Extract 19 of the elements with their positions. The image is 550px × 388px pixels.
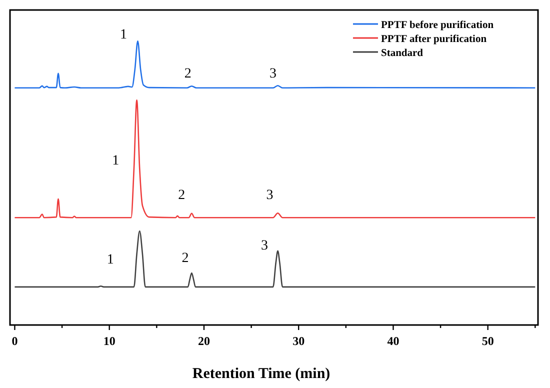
annotation: 1 <box>112 153 120 168</box>
x-tick-label: 40 <box>387 334 400 348</box>
x-tick-label: 30 <box>292 334 305 348</box>
annotation: 3 <box>266 188 274 203</box>
annotation: 1 <box>106 252 114 268</box>
annotation: 1 <box>120 27 128 42</box>
x-tick-label: 20 <box>198 334 210 348</box>
annotation: 2 <box>184 66 192 82</box>
annotation: 2 <box>182 251 189 266</box>
x-axis-title: Retention Time (min) <box>192 366 330 382</box>
x-tick-label: 10 <box>103 334 116 348</box>
legend-label: Standard <box>381 48 424 59</box>
x-tick-label: 0 <box>12 334 18 348</box>
annotation: 2 <box>178 188 186 203</box>
legend-label: PPTF before purification <box>381 20 494 31</box>
x-tick-label: 50 <box>482 334 494 348</box>
legend-label: PPTF after purification <box>381 34 487 45</box>
annotation: 3 <box>260 238 268 254</box>
annotation: 3 <box>269 66 276 82</box>
